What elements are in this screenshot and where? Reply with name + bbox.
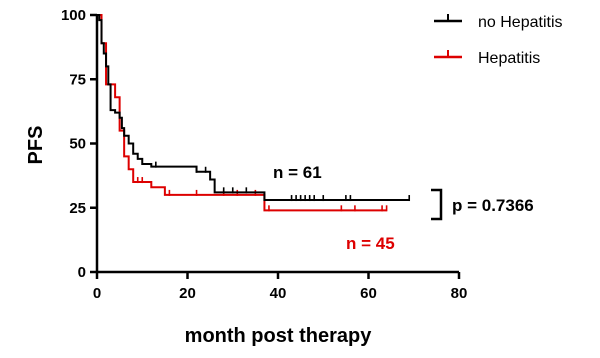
p-value-label: p = 0.7366 [452, 196, 534, 215]
legend-item-hepatitis: Hepatitis [434, 50, 540, 67]
x-axis-title: month post therapy [185, 325, 373, 347]
legend: no Hepatitis Hepatitis [434, 14, 563, 67]
x-tick-label: 0 [93, 285, 101, 302]
km-curve-hepatitis [97, 14, 387, 212]
y-tick-label: 75 [69, 71, 86, 88]
x-tick-label: 40 [270, 285, 287, 302]
n-label-no-hepatitis: n = 61 [273, 163, 322, 182]
p-value-bracket [431, 188, 443, 221]
x-tick-label: 20 [179, 285, 196, 302]
n-label-hepatitis: n = 45 [346, 234, 395, 253]
series-no-hepatitis [97, 14, 411, 202]
series-layer [97, 14, 411, 212]
x-tick-label: 60 [360, 285, 377, 302]
legend-label-no-hepatitis: no Hepatitis [478, 14, 563, 31]
y-tick-label: 25 [69, 200, 86, 217]
km-curve-no-hepatitis [97, 14, 410, 202]
legend-item-no-hepatitis: no Hepatitis [434, 14, 563, 31]
y-tick-label: 100 [61, 7, 86, 24]
y-tick-label: 50 [69, 136, 86, 153]
x-tick-label: 80 [451, 285, 468, 302]
y-axis-title: PFS [25, 126, 47, 165]
axis-ticks: 0 20 40 60 80 0 25 50 75 100 [61, 7, 467, 302]
legend-label-hepatitis: Hepatitis [478, 50, 540, 67]
y-tick-label: 0 [78, 264, 86, 281]
series-hepatitis [97, 14, 388, 212]
